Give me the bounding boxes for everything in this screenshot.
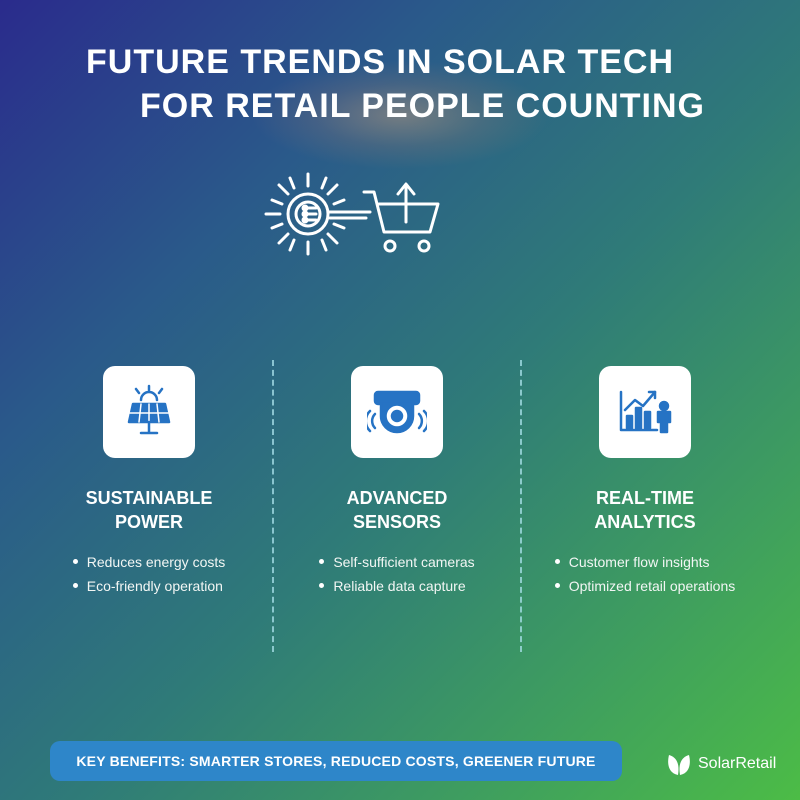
bullet-item: Optimized retail operations — [554, 574, 735, 598]
feature-bullets: Self-sufficient cameras Reliable data ca… — [319, 550, 475, 598]
title-line-1: FUTURE TRENDS IN SOLAR TECH — [86, 43, 674, 81]
heading-line-2: SENSORS — [352, 512, 442, 532]
heading-line-2: POWER — [114, 512, 183, 532]
feature-sustainable-power: SUSTAINABLE POWER Reduces energy costs E… — [24, 366, 274, 598]
bullet-item: Customer flow insights — [554, 550, 736, 574]
heading-line-1: ADVANCED — [346, 488, 448, 508]
feature-heading: ADVANCED SENSORS — [272, 486, 522, 534]
heading-line-1: REAL-TIME — [596, 488, 694, 508]
bullet-item: Reduces energy costs — [72, 550, 225, 574]
feature-bullets: Customer flow insights Optimized retail … — [554, 550, 736, 598]
hero-illustration — [258, 166, 448, 266]
feature-real-time-analytics: REAL-TIME ANALYTICS Customer flow insigh… — [520, 366, 770, 598]
leaf-logo-icon — [668, 755, 690, 775]
bullet-item: Self-sufficient cameras — [319, 550, 475, 574]
feature-heading: REAL-TIME ANALYTICS — [520, 486, 770, 534]
feature-advanced-sensors: ADVANCED SENSORS Self-sufficient cameras… — [272, 366, 522, 598]
bullet-item: Reliable data capture — [319, 574, 474, 598]
column-divider-2 — [520, 360, 522, 652]
title-glow — [250, 60, 550, 170]
brand-logo: SolarRetail — [666, 750, 776, 778]
feature-tile — [351, 366, 443, 458]
title-line-2: FOR RETAIL PEOPLE COUNTING — [140, 87, 705, 125]
feature-heading: SUSTAINABLE POWER — [24, 486, 274, 534]
column-divider-1 — [272, 360, 274, 652]
key-benefits-text: KEY BENEFITS: SMARTER STORES, REDUCED CO… — [76, 753, 596, 769]
solar-panel-icon — [127, 384, 171, 435]
brand-name: SolarRetail — [698, 755, 777, 772]
heading-line-1: SUSTAINABLE — [85, 488, 213, 508]
analytics-chart-person-icon — [619, 390, 672, 434]
feature-tile — [599, 366, 691, 458]
sun-chip-icon — [264, 172, 372, 256]
feature-tile — [103, 366, 195, 458]
bullet-item: Eco-friendly operation — [72, 574, 226, 598]
heading-line-2: ANALYTICS — [594, 512, 696, 532]
shopping-cart-up-arrow-icon — [362, 182, 440, 253]
page-title: FUTURE TRENDS IN SOLAR TECH FOR RETAIL P… — [0, 40, 800, 128]
camera-sensor-icon — [367, 390, 427, 434]
feature-bullets: Reduces energy costs Eco-friendly operat… — [72, 550, 226, 598]
key-benefits-banner: KEY BENEFITS: SMARTER STORES, REDUCED CO… — [50, 741, 622, 781]
